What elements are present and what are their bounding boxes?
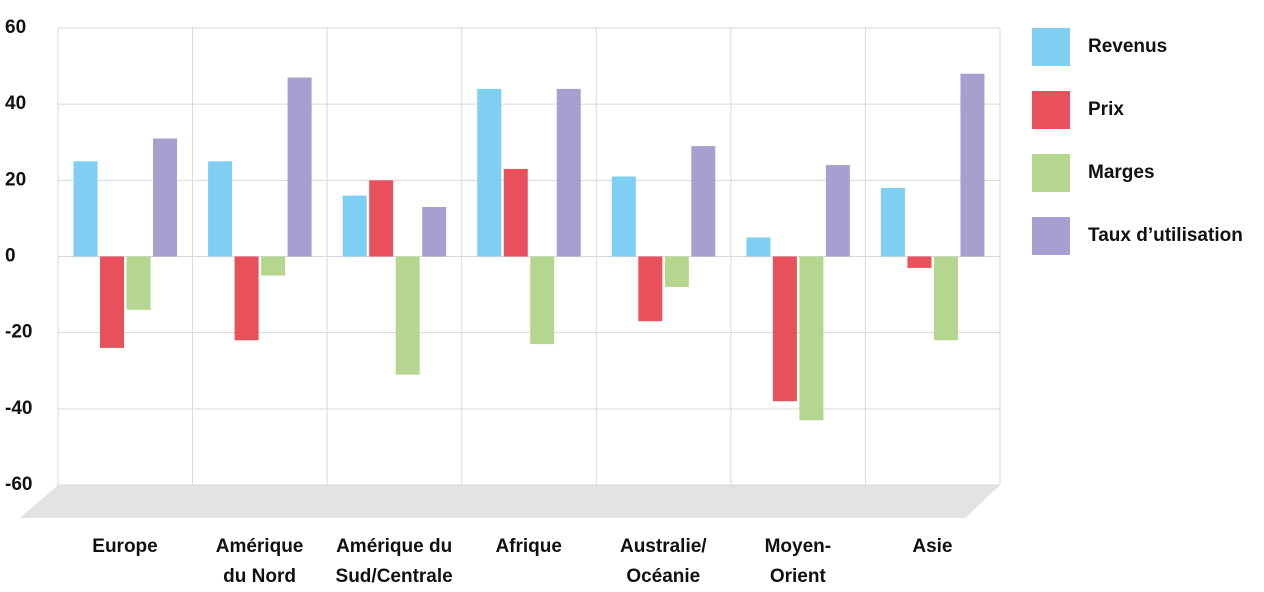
bar <box>907 256 932 268</box>
legend-swatch <box>1032 217 1070 255</box>
bar <box>477 88 502 257</box>
x-tick-label: Amérique du Sud/Centrale <box>335 536 453 587</box>
bar <box>691 146 716 257</box>
bar <box>395 256 420 375</box>
bar <box>530 256 555 345</box>
x-tick-label: Afrique <box>495 536 562 557</box>
bar <box>503 168 528 257</box>
bar <box>100 256 125 348</box>
legend-label: Taux d’utilisation <box>1088 225 1243 246</box>
bar <box>638 256 663 322</box>
bar <box>556 88 581 257</box>
bar <box>369 180 394 257</box>
y-tick-label: -20 <box>5 322 32 343</box>
bar <box>746 237 771 257</box>
x-tick-label: Australie/ Océanie <box>619 536 707 587</box>
legend-swatch <box>1032 154 1070 192</box>
bar <box>422 206 447 257</box>
bar <box>261 256 286 276</box>
legend-label: Prix <box>1088 99 1124 120</box>
bar <box>772 256 797 402</box>
y-tick-label: 0 <box>5 246 16 267</box>
bar <box>342 195 367 257</box>
y-tick-label: -60 <box>5 474 32 495</box>
bar <box>287 77 312 257</box>
bar <box>933 256 958 341</box>
legend-swatch <box>1032 91 1070 129</box>
bar <box>126 256 151 310</box>
legend-label: Revenus <box>1088 36 1167 57</box>
bar <box>611 176 636 257</box>
legend-label: Marges <box>1088 162 1155 183</box>
bar <box>234 256 259 341</box>
y-tick-label: 40 <box>5 93 26 114</box>
bar <box>960 73 985 257</box>
bar <box>73 161 98 257</box>
bar <box>825 165 850 257</box>
floor <box>20 485 1000 518</box>
bar <box>153 138 178 257</box>
x-tick-label: Moyen- Orient <box>764 536 832 587</box>
bar <box>208 161 233 257</box>
bar <box>880 187 905 257</box>
bar <box>799 256 824 421</box>
legend-swatch <box>1032 28 1070 66</box>
y-tick-label: -40 <box>5 398 32 419</box>
y-tick-label: 20 <box>5 169 26 190</box>
x-tick-label: Amérique du Nord <box>215 536 304 587</box>
bar <box>664 256 689 287</box>
x-tick-label: Asie <box>912 536 953 557</box>
y-tick-label: 60 <box>5 17 26 38</box>
x-tick-label: Europe <box>92 536 158 557</box>
